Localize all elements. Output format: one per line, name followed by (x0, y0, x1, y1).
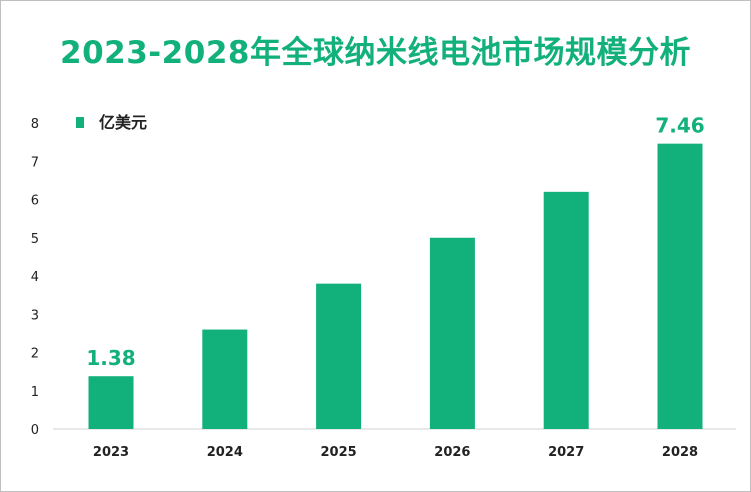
y-tick-label: 6 (31, 194, 39, 209)
bar-2024 (202, 329, 248, 429)
bar-2023 (88, 376, 134, 429)
y-tick-label: 3 (31, 308, 39, 323)
data-label: 1.38 (86, 346, 135, 370)
y-tick-label: 4 (31, 270, 39, 285)
x-tick-label: 2025 (321, 445, 357, 460)
y-tick-label: 2 (31, 347, 39, 362)
x-tick-label: 2026 (434, 445, 470, 460)
bar-2028 (657, 143, 703, 429)
x-tick-label: 2028 (662, 445, 698, 460)
legend-swatch (76, 117, 84, 128)
x-tick-label: 2023 (93, 445, 129, 460)
y-tick-label: 8 (31, 117, 39, 132)
y-tick-label: 1 (31, 385, 39, 400)
x-tick-label: 2027 (548, 445, 584, 460)
data-label: 7.46 (655, 114, 704, 138)
y-tick-label: 0 (31, 423, 39, 438)
bar-2025 (316, 283, 362, 429)
bar-2027 (543, 191, 589, 429)
y-tick-label: 7 (31, 155, 39, 170)
x-tick-label: 2024 (207, 445, 243, 460)
y-tick-label: 5 (31, 232, 39, 247)
legend-label: 亿美元 (99, 113, 147, 132)
bar-2026 (429, 237, 475, 429)
chart-title: 2023-2028年全球纳米线电池市场规模分析 (60, 35, 691, 71)
